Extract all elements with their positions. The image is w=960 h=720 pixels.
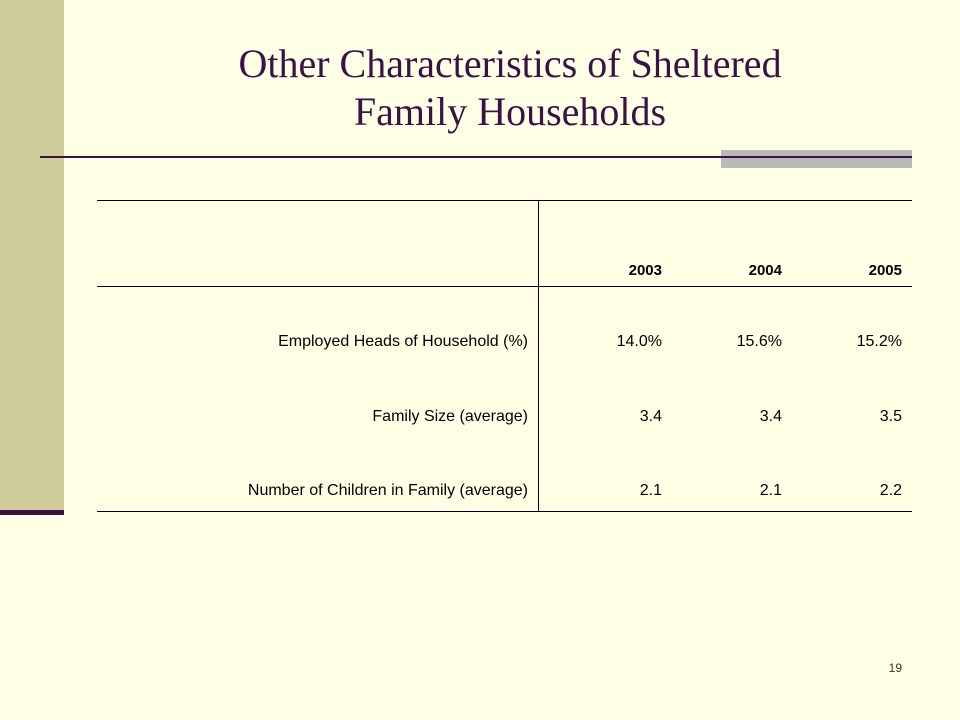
side-decorative-band bbox=[0, 0, 64, 512]
column-header: 2003 bbox=[628, 262, 662, 279]
row-value: 3.4 bbox=[639, 408, 662, 425]
column-header: 2004 bbox=[748, 262, 782, 279]
row-value: 14.0% bbox=[616, 333, 662, 350]
table-top-rule bbox=[97, 200, 912, 201]
row-label: Family Size (average) bbox=[372, 408, 528, 425]
row-value: 3.5 bbox=[879, 408, 902, 425]
slide-title: Other Characteristics of Sheltered Famil… bbox=[110, 40, 910, 136]
title-rule-accent bbox=[721, 150, 912, 168]
column-header: 2005 bbox=[868, 262, 902, 279]
row-value: 2.2 bbox=[879, 482, 902, 499]
side-band-accent bbox=[0, 510, 64, 515]
row-value: 15.6% bbox=[736, 333, 782, 350]
table-bottom-rule bbox=[97, 511, 912, 512]
title-line-2: Family Households bbox=[353, 89, 667, 134]
row-label: Number of Children in Family (average) bbox=[247, 482, 528, 499]
row-value: 15.2% bbox=[856, 333, 902, 350]
row-label: Employed Heads of Household (%) bbox=[278, 333, 528, 350]
slide-number: 19 bbox=[888, 661, 902, 675]
row-value: 2.1 bbox=[639, 482, 662, 499]
row-value: 3.4 bbox=[759, 408, 782, 425]
table-header-rule bbox=[97, 286, 912, 287]
row-value: 2.1 bbox=[759, 482, 782, 499]
title-line-1: Other Characteristics of Sheltered bbox=[238, 41, 782, 86]
table-column-divider bbox=[538, 200, 539, 512]
title-rule bbox=[40, 156, 912, 158]
